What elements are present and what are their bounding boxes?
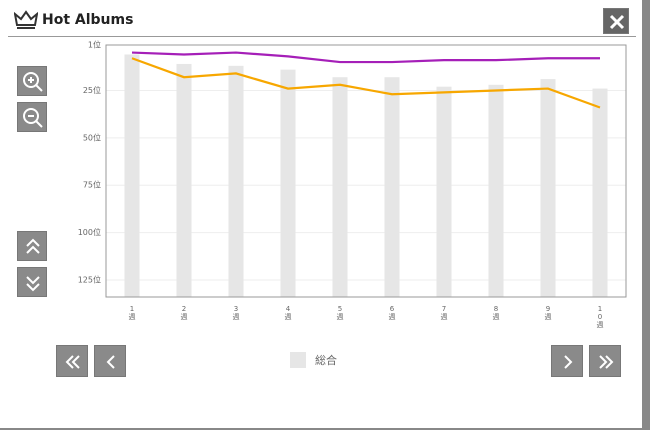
zoom-out-button[interactable] (17, 102, 47, 132)
scroll-top-button[interactable] (17, 231, 47, 261)
y-tick-label: 75位 (83, 180, 101, 190)
first-page-button[interactable] (56, 345, 88, 377)
bar (124, 54, 140, 298)
x-tick-label: 9週 (544, 305, 552, 321)
title: Hot Albums (42, 12, 134, 28)
bar (540, 79, 556, 298)
x-tick-label: 3週 (232, 305, 240, 321)
legend-item[interactable]: 総合 (290, 352, 337, 368)
bar (228, 65, 244, 297)
line-series (131, 51, 600, 64)
x-tick-label: 2週 (180, 305, 188, 321)
crown-icon (14, 10, 38, 29)
bar (332, 77, 348, 297)
bar (436, 86, 452, 298)
x-tick-label: 10週 (596, 305, 604, 329)
bar (384, 77, 400, 297)
x-tick-label: 5週 (336, 305, 344, 321)
next-page-button[interactable] (551, 345, 583, 377)
bar (280, 69, 296, 297)
y-tick-label: 100位 (78, 227, 101, 237)
scroll-bottom-button[interactable] (17, 267, 47, 297)
x-tick-label: 1週 (128, 305, 136, 321)
x-tick-label: 7週 (440, 305, 448, 321)
legend-label: 総合 (315, 353, 337, 367)
prev-page-button[interactable] (94, 345, 126, 377)
zoom-in-button[interactable] (17, 66, 47, 96)
bar (592, 88, 608, 297)
line-series (131, 57, 601, 109)
y-tick-label: 25位 (83, 85, 101, 95)
x-tick-label: 6週 (388, 305, 396, 321)
y-tick-label: 125位 (78, 274, 101, 284)
plot-frame (105, 44, 627, 298)
bar (176, 63, 192, 297)
legend-swatch (290, 352, 306, 368)
bar (488, 84, 504, 297)
y-tick-label: 50位 (83, 132, 101, 142)
x-tick-label: 8週 (492, 305, 500, 321)
divider (8, 36, 636, 37)
y-tick-label: 1位 (88, 40, 101, 50)
close-button[interactable] (603, 8, 629, 34)
last-page-button[interactable] (589, 345, 621, 377)
x-tick-label: 4週 (284, 305, 292, 321)
